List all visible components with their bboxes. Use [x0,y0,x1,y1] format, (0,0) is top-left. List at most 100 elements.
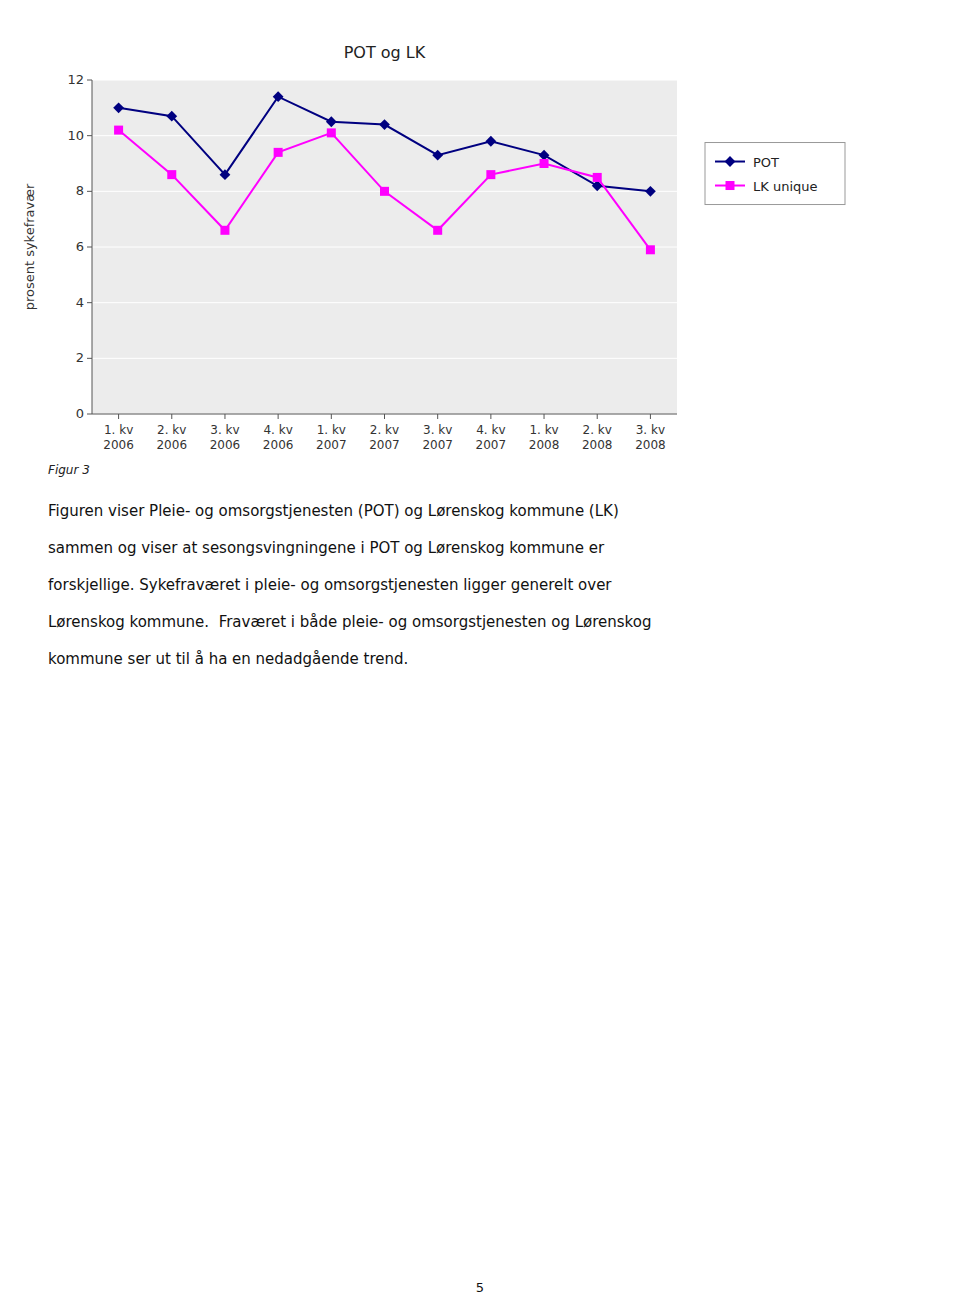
y-tick [87,358,92,359]
x-tick-label: 2. kv2007 [369,423,400,452]
x-tick-label-line: 2006 [103,438,134,452]
data-point [326,116,337,127]
data-point [166,111,177,122]
legend-frame [705,143,845,205]
grid-line [92,247,677,248]
data-point [593,173,602,182]
x-tick-label-line: 2008 [529,438,560,452]
legend-swatch-marker [725,156,736,167]
data-point [220,226,229,235]
x-tick-label-line: 2006 [156,438,187,452]
x-tick-label: 1. kv2007 [316,423,347,452]
y-tick [87,135,92,136]
data-point [379,119,390,130]
x-tick-label-line: 2007 [369,438,400,452]
body-text-line: forskjellige. Sykefraværet i pleie- og o… [48,576,612,594]
x-tick [278,414,279,419]
x-tick [171,414,172,419]
y-tick-label: 10 [67,128,84,143]
x-tick-label-line: 2008 [582,438,613,452]
grid-line [92,80,677,81]
data-point [645,186,656,197]
x-tick-label-line: 4. kv [263,423,292,437]
x-tick-label-line: 1. kv [529,423,558,437]
data-point [485,136,496,147]
x-tick-label-line: 3. kv [423,423,452,437]
grid-line [92,135,677,136]
x-tick-label-line: 2006 [263,438,294,452]
y-tick-label: 2 [76,350,84,365]
x-tick-label: 3. kv2007 [422,423,453,452]
x-tick-label: 4. kv2007 [476,423,507,452]
series-group [113,91,656,254]
x-tick-label-line: 2. kv [583,423,612,437]
x-tick-label: 2. kv2008 [582,423,613,452]
x-tick-label-line: 2007 [422,438,453,452]
x-tick [544,414,545,419]
x-tick-label-line: 4. kv [476,423,505,437]
plot-background [92,80,677,414]
body-text-line: Figuren viser Pleie- og omsorgstjenesten… [48,502,619,520]
data-point [646,245,655,254]
legend-swatch-marker [726,181,735,190]
x-tick-label-line: 2008 [635,438,666,452]
y-tick [87,302,92,303]
series-line [119,130,651,250]
x-tick-label: 1. kv2008 [529,423,560,452]
data-point [486,170,495,179]
data-point [433,226,442,235]
x-tick [118,414,119,419]
x-tick [331,414,332,419]
data-point [273,91,284,102]
data-point [432,150,443,161]
data-point [274,148,283,157]
x-tick-label: 4. kv2006 [263,423,294,452]
x-tick-label: 3. kv2006 [210,423,241,452]
data-point [539,150,550,161]
y-tick-label: 0 [76,406,84,421]
x-tick-label-line: 3. kv [210,423,239,437]
x-tick-label-line: 2007 [476,438,507,452]
data-point [114,126,123,135]
legend-label: LK unique [753,179,817,194]
x-tick-label-line: 2006 [210,438,241,452]
body-text-line: sammen og viser at sesongsvingningene i … [48,539,605,557]
grid-line [92,358,677,359]
x-tick-label-line: 2007 [316,438,347,452]
body-text-line: kommune ser ut til å ha en nedadgående t… [48,650,408,668]
x-tick-label: 3. kv2008 [635,423,666,452]
x-tick [384,414,385,419]
legend-label: POT [753,155,779,170]
data-point [327,128,336,137]
y-tick [87,247,92,248]
y-axis [92,80,93,414]
data-point [220,169,231,180]
series-line [119,97,651,192]
chart-title: POT og LK [344,43,426,62]
x-tick [437,414,438,419]
data-point [167,170,176,179]
x-tick-label-line: 1. kv [317,423,346,437]
x-tick-label: 1. kv2006 [103,423,134,452]
x-tick [597,414,598,419]
data-point [113,102,124,113]
y-tick-label: 12 [67,72,84,87]
data-point [380,187,389,196]
x-tick-label-line: 3. kv [636,423,665,437]
grid-line [92,302,677,303]
y-tick [87,191,92,192]
y-axis-label: prosent sykefravær [22,183,37,310]
y-tick [87,414,92,415]
x-tick-label-line: 1. kv [104,423,133,437]
y-tick-label: 8 [76,183,84,198]
x-tick [224,414,225,419]
x-tick-label-line: 2. kv [370,423,399,437]
page-number: 5 [476,1280,484,1295]
x-tick [650,414,651,419]
x-tick-label: 2. kv2006 [156,423,187,452]
page: 0246810121. kv20062. kv20063. kv20064. k… [0,0,960,1316]
y-tick-label: 6 [76,239,84,254]
grid [92,80,677,414]
x-tick [490,414,491,419]
x-tick-label-line: 2. kv [157,423,186,437]
